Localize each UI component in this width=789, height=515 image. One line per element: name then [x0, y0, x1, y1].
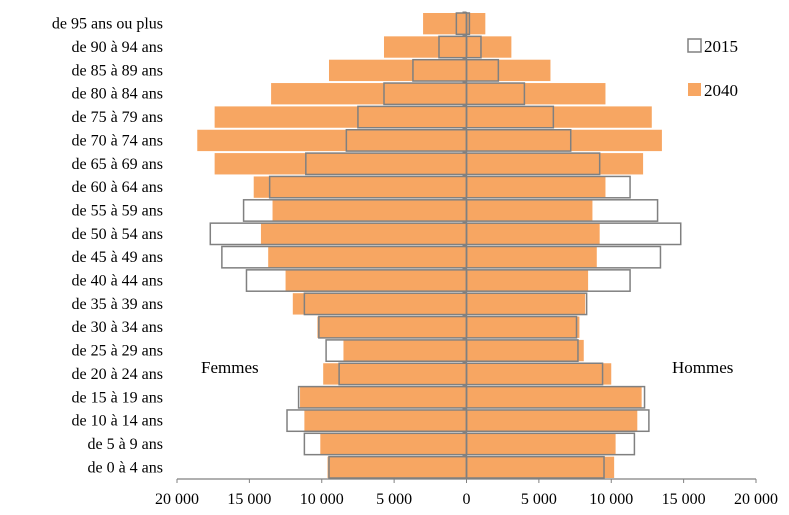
bar-2040-hommes [466, 363, 612, 385]
x-tick-label: 5 000 [376, 491, 412, 508]
bar-2040-hommes [466, 129, 662, 152]
age-group-label: de 45 à 49 ans [71, 249, 163, 266]
age-group-label: de 95 ans ou plus [52, 16, 163, 33]
age-group-label: de 55 à 59 ans [71, 202, 163, 219]
age-group-label: de 35 à 39 ans [71, 296, 163, 313]
age-group-label: de 15 à 19 ans [71, 389, 163, 406]
hommes-annotation: Hommes [672, 358, 733, 377]
x-tick-labels: 20 000 15 000 10 000 5 000 0 5 000 10 000 15 00… [155, 491, 778, 508]
bar-2040-hommes [466, 13, 486, 35]
bar-2040-femmes [285, 269, 467, 292]
bar-2040-femmes [214, 106, 467, 128]
age-group-label: de 85 à 89 ans [71, 62, 163, 79]
bar-2040-hommes [466, 339, 584, 362]
age-group-label: de 90 à 94 ans [71, 39, 163, 56]
bars-2015-layer [209, 12, 682, 479]
age-group-label: de 20 à 24 ans [71, 366, 163, 383]
femmes-annotation: Femmes [201, 358, 259, 377]
bar-2040-femmes [292, 293, 467, 315]
bar-2040-femmes [323, 363, 467, 385]
bar-2040-femmes [300, 386, 467, 408]
bar-2040-hommes [466, 36, 512, 58]
bar-2040-hommes [466, 269, 589, 292]
legend-swatch-2015 [687, 38, 702, 53]
bar-2040-femmes [343, 339, 467, 362]
bar-2040-hommes [466, 199, 593, 222]
axes-layer [176, 11, 757, 483]
bar-2040-femmes [271, 83, 467, 105]
bar-2040-femmes [328, 59, 467, 82]
bar-2040-femmes [253, 176, 467, 198]
bar-2040-femmes [317, 316, 467, 338]
age-group-label: de 30 à 34 ans [71, 319, 163, 336]
x-tick-label: 15 000 [662, 491, 706, 508]
bar-2040-femmes [383, 36, 467, 58]
x-tick-label: 10 000 [589, 491, 633, 508]
bar-2040-femmes [320, 433, 467, 455]
bar-2040-hommes [466, 176, 606, 198]
legend: 2015 2040 [687, 37, 738, 100]
bar-2040-hommes [466, 316, 580, 338]
age-group-label: de 25 à 29 ans [71, 343, 163, 360]
legend-label-2015: 2015 [704, 37, 738, 56]
age-group-label: de 70 à 74 ans [71, 132, 163, 149]
x-tick-label: 5 000 [521, 491, 557, 508]
bar-2040-hommes [466, 456, 615, 478]
bar-2040-femmes [272, 199, 467, 222]
x-tick-label: 15 000 [227, 491, 271, 508]
bar-2040-hommes [466, 83, 606, 105]
age-group-label: de 65 à 69 ans [71, 156, 163, 173]
bar-2040-hommes [466, 223, 600, 245]
bar-2040-hommes [466, 59, 551, 82]
bar-2040-hommes [466, 433, 616, 455]
bar-2040-femmes [268, 246, 467, 268]
bar-2040-hommes [466, 409, 638, 432]
bar-2040-femmes [327, 456, 467, 478]
bar-2040-hommes [466, 153, 644, 175]
age-group-label: de 60 à 64 ans [71, 179, 163, 196]
age-group-label: de 10 à 14 ans [71, 413, 163, 430]
x-tick-label: 0 [463, 491, 471, 508]
bar-2040-femmes [260, 223, 467, 245]
bar-2040-hommes [466, 246, 597, 268]
age-group-label: de 75 à 79 ans [71, 109, 163, 126]
bars-2040-layer [197, 13, 662, 478]
legend-swatch-2040 [688, 83, 701, 96]
age-group-label: de 40 à 44 ans [71, 273, 163, 290]
x-tick-label: 20 000 [155, 491, 199, 508]
age-group-label: de 5 à 9 ans [87, 436, 163, 453]
age-group-labels: de 0 à 4 ans de 5 à 9 ans de 10 à 14 ans de… [52, 16, 163, 477]
x-tick-label: 20 000 [734, 491, 778, 508]
bar-2040-femmes [423, 13, 467, 35]
bar-2040-hommes [466, 386, 642, 408]
bar-2040-femmes [304, 409, 467, 432]
bar-2040-hommes [466, 293, 586, 315]
legend-label-2040: 2040 [704, 81, 738, 100]
age-group-label: de 80 à 84 ans [71, 86, 163, 103]
bar-2040-hommes [466, 106, 652, 128]
age-group-label: de 0 à 4 ans [87, 459, 163, 476]
bar-2040-femmes [214, 153, 467, 175]
bar-2040-femmes [197, 129, 467, 152]
x-tick-label: 10 000 [300, 491, 344, 508]
age-group-label: de 50 à 54 ans [71, 226, 163, 243]
